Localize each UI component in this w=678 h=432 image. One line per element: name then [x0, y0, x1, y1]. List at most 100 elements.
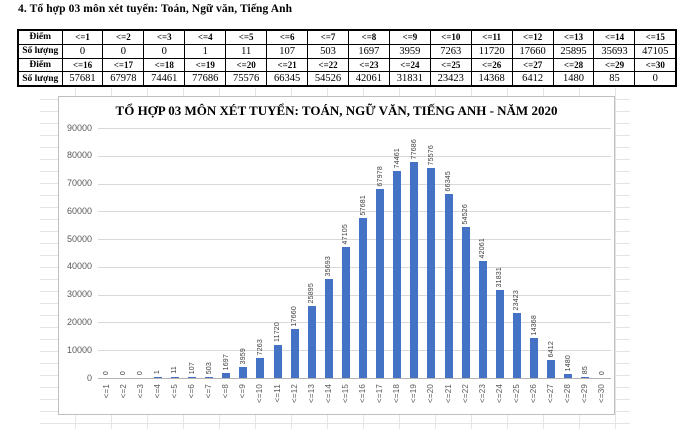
table-body: Điểm <=1 <=2 <=3 <=4 <=5 <=6 <=7 <=8 <=9 <=10 <=11 <… [17, 29, 677, 87]
x-axis-label: <=2 [118, 384, 128, 399]
count-value-cell: 14368 [470, 71, 513, 87]
bar [461, 227, 470, 378]
x-axis-line [98, 378, 611, 379]
score-header-cell: <=1 [61, 29, 104, 45]
score-header-cell: <=27 [511, 57, 554, 73]
score-header-cell: <=22 [307, 57, 349, 73]
bar [547, 360, 556, 378]
bar [239, 367, 248, 378]
count-value-cell: 0 [634, 71, 677, 87]
x-axis-label: <=26 [529, 384, 539, 404]
bar-value-label: 42061 [479, 237, 487, 258]
count-value-cell: 31831 [388, 71, 431, 87]
x-axis-label: <=8 [221, 384, 231, 399]
table-row: Số lượng 0 0 0 1 11 107 503 1697 3959 7263 11720 176… [17, 43, 677, 59]
gridline [98, 294, 611, 296]
y-axis-label: 60000 [66, 205, 92, 216]
bar-value-label: 0 [120, 370, 128, 375]
row-label: Điểm [17, 29, 63, 45]
count-value-cell: 17660 [511, 43, 554, 59]
count-value-cell: 11 [225, 43, 268, 59]
score-header-cell: <=18 [143, 57, 186, 73]
bar [324, 279, 333, 378]
count-value-cell: 47105 [634, 43, 677, 59]
x-axis-label: <=7 [204, 384, 214, 399]
score-header-cell: <=9 [388, 29, 431, 45]
y-axis-label: 10000 [66, 344, 92, 355]
x-axis-label: <=29 [580, 384, 590, 404]
x-axis-label: <=27 [546, 384, 556, 404]
x-axis-label: <=21 [443, 384, 453, 404]
bar-value-label: 31831 [496, 266, 504, 287]
bar [170, 377, 179, 378]
x-axis-label: <=11 [272, 384, 282, 403]
x-axis-label: <=10 [255, 384, 265, 404]
bar [290, 329, 299, 378]
x-axis-label: <=30 [597, 384, 607, 404]
count-value-cell: 7263 [429, 43, 472, 59]
x-axis-label: <=15 [340, 384, 350, 404]
bar [495, 290, 504, 378]
x-axis-label: <=23 [477, 384, 487, 404]
score-header-cell: <=6 [266, 29, 309, 45]
count-value-cell: 23423 [429, 71, 472, 87]
y-axis-label: 70000 [66, 178, 92, 189]
bar [444, 194, 453, 378]
x-axis-label: <=1 [101, 384, 111, 399]
score-header-cell: <=10 [429, 29, 472, 45]
y-axis-label: 90000 [66, 122, 92, 133]
bar [205, 377, 214, 378]
bar-value-label: 0 [103, 370, 111, 375]
bar [478, 261, 487, 378]
count-value-cell: 35693 [593, 43, 636, 59]
bar-value-label: 11 [171, 366, 179, 374]
bar-value-label: 14368 [530, 314, 538, 335]
score-header-cell: <=11 [470, 29, 513, 45]
row-label: Số lượng [17, 71, 63, 87]
count-value-cell: 42061 [347, 71, 390, 87]
y-axis-label: 20000 [66, 316, 92, 327]
x-axis-label: <=25 [511, 384, 521, 404]
worksheet-background: TỔ HỢP 03 MÔN XÉT TUYỂN: TOÁN, NGỮ VĂN, … [40, 88, 630, 429]
bar-value-label: 74461 [393, 147, 401, 168]
count-value-cell: 54526 [307, 71, 349, 87]
row-label: Số lượng [17, 43, 63, 59]
score-header-cell: <=5 [225, 29, 268, 45]
count-value-cell: 66345 [266, 71, 309, 87]
score-header-cell: <=25 [429, 57, 472, 73]
x-axis-label: <=28 [563, 384, 573, 404]
bar-value-label: 57681 [359, 194, 367, 215]
count-value-cell: 0 [143, 43, 186, 59]
x-axis-label: <=20 [426, 384, 436, 404]
bar-value-label: 7263 [256, 338, 264, 355]
score-header-cell: <=16 [61, 57, 104, 73]
bar-value-label: 0 [598, 370, 606, 375]
bar [512, 313, 521, 378]
bar-value-label: 1480 [564, 354, 572, 371]
gridline [98, 350, 611, 352]
count-value-cell: 1480 [552, 71, 595, 87]
gridline [98, 183, 611, 185]
score-header-cell: <=30 [634, 57, 677, 73]
bar-value-label: 35693 [325, 255, 333, 276]
count-value-cell: 67978 [102, 71, 145, 87]
x-axis-label: <=18 [392, 384, 402, 404]
gridline [98, 322, 611, 324]
y-axis-label: 0 [86, 372, 92, 383]
x-axis-label: <=5 [169, 384, 179, 399]
score-header-cell: <=20 [225, 57, 268, 73]
x-axis-label: <=14 [323, 384, 333, 404]
gridline [98, 155, 611, 157]
chart-object: TỔ HỢP 03 MÔN XÉT TUYỂN: TOÁN, NGỮ VĂN, … [58, 96, 615, 415]
count-value-cell: 74461 [143, 71, 186, 87]
count-value-cell: 0 [61, 43, 104, 59]
x-axis-label: <=3 [135, 384, 145, 399]
row-label: Điểm [17, 57, 63, 73]
count-value-cell: 75576 [225, 71, 268, 87]
y-axis-label: 50000 [66, 233, 92, 244]
bar [188, 377, 197, 378]
bar [393, 171, 402, 378]
bar [273, 345, 282, 378]
chart-title: TỔ HỢP 03 MÔN XÉT TUYỂN: TOÁN, NGỮ VĂN, … [115, 103, 558, 118]
bar-value-label: 3959 [239, 347, 247, 364]
